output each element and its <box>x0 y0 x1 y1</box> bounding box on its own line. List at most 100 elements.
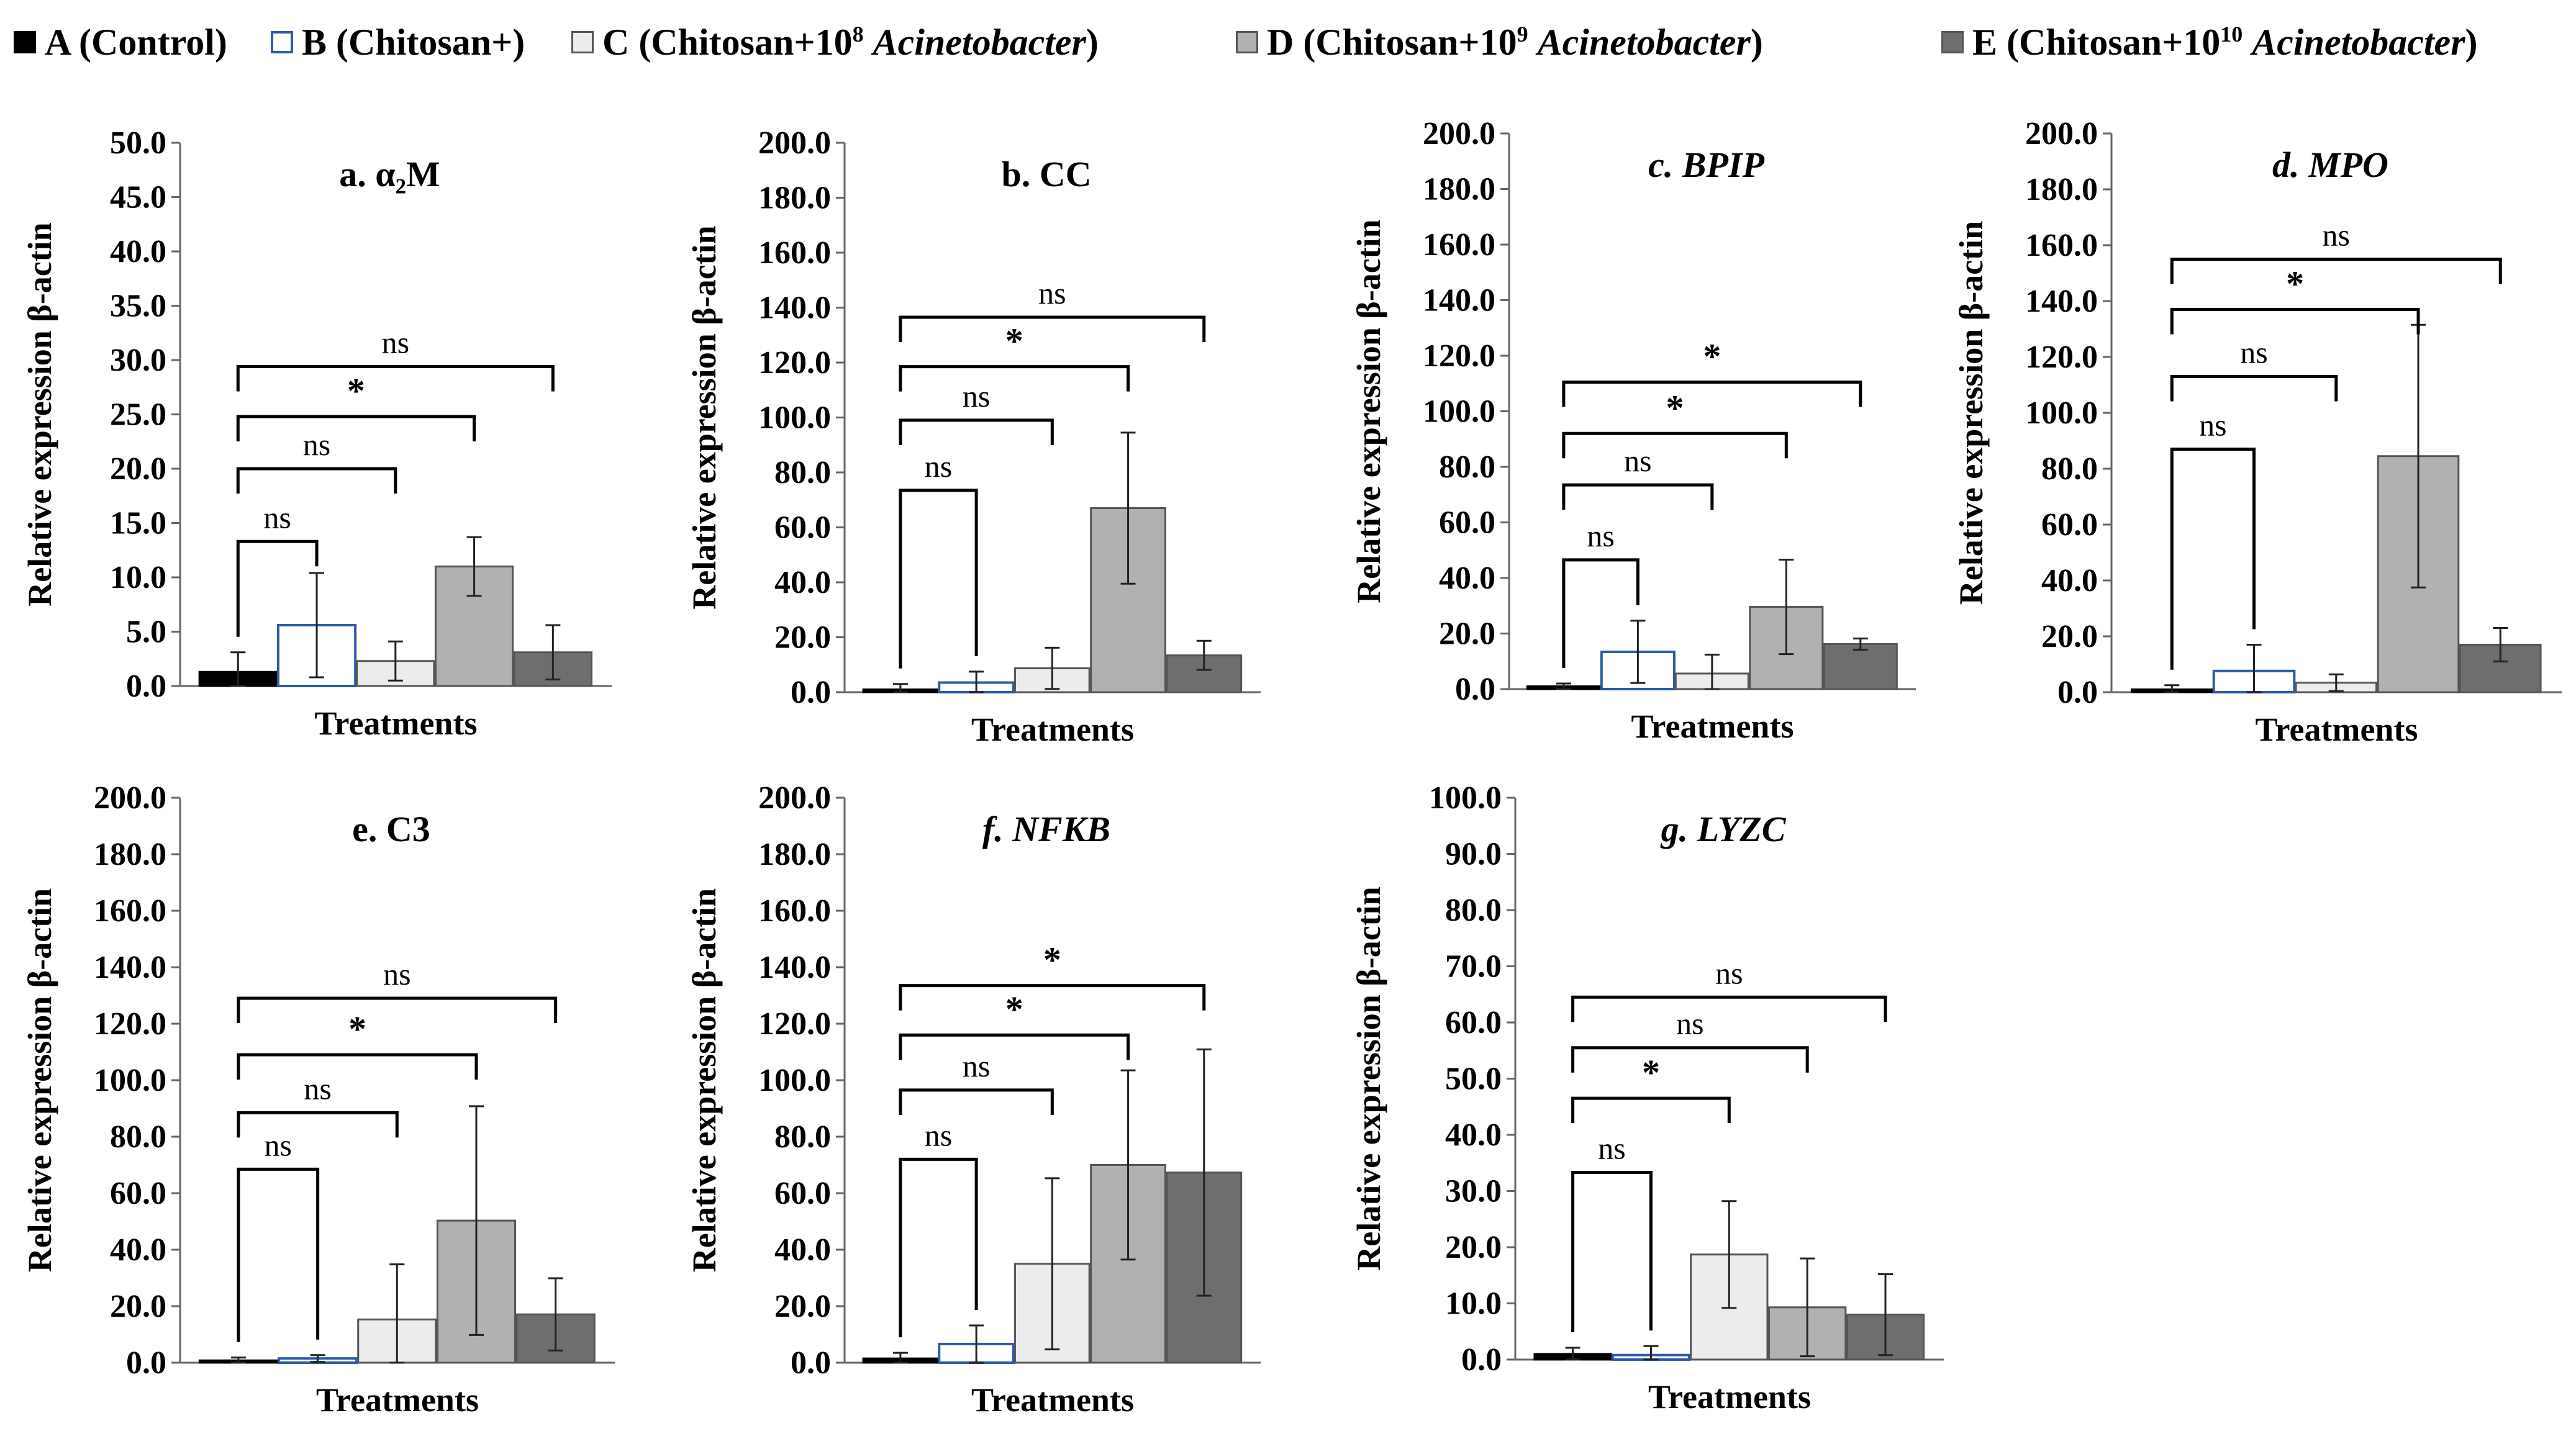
y-tick-label: 0.0 <box>126 669 166 704</box>
significance-label: * <box>1005 321 1023 361</box>
y-axis-label: Relative expression β-actin <box>686 225 723 609</box>
y-tick-label: 20.0 <box>1445 1230 1502 1265</box>
y-tick-label: 30.0 <box>110 343 166 378</box>
significance-label: ns <box>925 449 952 484</box>
y-tick-label: 100.0 <box>94 1063 166 1098</box>
chart-title: c. BPIP <box>1648 145 1764 185</box>
significance-label: * <box>2286 264 2304 304</box>
chart-panel-6: 0.0 20.0 40.0 60.0 80.0 100.0 120.0 140.0 160.0 1… <box>686 780 1261 1419</box>
y-tick-label: 20.0 <box>1439 616 1495 652</box>
y-tick-label: 180.0 <box>94 837 166 872</box>
significance-label: ns <box>2323 218 2350 253</box>
y-tick-label: 140.0 <box>1423 283 1495 318</box>
legend-swatch-e <box>1941 31 1964 53</box>
significance-label: ns <box>383 957 410 991</box>
significance-bracket <box>237 1167 320 1342</box>
significance-label: * <box>1703 336 1721 377</box>
y-tick-label: 30.0 <box>1445 1174 1502 1209</box>
y-tick-label: 100.0 <box>758 400 831 436</box>
y-tick-label: 50.0 <box>110 125 166 161</box>
y-tick-label: 40.0 <box>1445 1117 1502 1153</box>
chart-panel-7: 0.0 10.0 20.0 30.0 40.0 50.0 60.0 70.0 80.0 90.0 1… <box>1350 780 1944 1415</box>
y-tick-label: 180.0 <box>758 181 831 216</box>
significance-bracket <box>2170 448 2256 670</box>
legend-item-a: A (Control) <box>14 16 227 68</box>
significance-bracket <box>236 365 555 392</box>
significance-bracket <box>899 365 1130 392</box>
y-tick-label: 60.0 <box>2041 507 2098 543</box>
y-tick-label: 180.0 <box>758 837 831 872</box>
y-tick-label: 35.0 <box>110 289 166 324</box>
y-tick-label: 0.0 <box>1455 672 1495 707</box>
chart-panel-1: 0.0 5.0 10.0 15.0 20.0 25.0 30.0 35.0 40.0 45.0 50… <box>21 125 612 742</box>
y-tick-label: 20.0 <box>110 1289 166 1324</box>
significance-label: ns <box>963 379 990 413</box>
y-tick-label: 100.0 <box>758 1063 831 1098</box>
significance-label: ns <box>2199 408 2226 443</box>
y-tick-label: 0.0 <box>791 1345 831 1381</box>
y-tick-label: 180.0 <box>2025 172 2098 207</box>
significance-label: ns <box>1715 955 1743 990</box>
y-tick-label: 140.0 <box>94 950 166 985</box>
significance-bracket <box>899 984 1206 1011</box>
chart-title: g. LYZC <box>1660 809 1787 849</box>
y-tick-label: 120.0 <box>94 1006 166 1042</box>
bar-e <box>1823 643 1898 690</box>
chart-panel-5: 0.0 20.0 40.0 60.0 80.0 100.0 120.0 140.0 160.0 1… <box>21 780 615 1419</box>
x-axis-label: Treatments <box>315 705 478 742</box>
y-tick-label: 20.0 <box>110 451 166 487</box>
significance-bracket <box>236 467 397 494</box>
x-axis-label: Treatments <box>971 711 1134 748</box>
x-axis-label: Treatments <box>1631 708 1794 745</box>
y-tick-label: 20.0 <box>774 620 831 656</box>
y-tick-label: 5.0 <box>126 615 166 650</box>
y-tick-label: 80.0 <box>774 455 831 490</box>
y-tick-label: 200.0 <box>758 780 831 816</box>
significance-label: * <box>1666 387 1684 428</box>
y-tick-label: 60.0 <box>774 510 831 546</box>
y-tick-label: 50.0 <box>1445 1062 1502 1097</box>
y-tick-label: 140.0 <box>758 950 831 985</box>
y-tick-label: 40.0 <box>2041 563 2098 598</box>
significance-label: * <box>347 371 365 411</box>
significance-label: ns <box>1624 443 1651 478</box>
significance-label: * <box>1642 1052 1660 1093</box>
chart-title: e. C3 <box>352 809 430 849</box>
y-axis-label: Relative expression β-actin <box>1350 219 1387 603</box>
y-tick-label: 140.0 <box>2025 284 2098 319</box>
x-axis-label: Treatments <box>316 1381 479 1419</box>
significance-label: ns <box>1038 276 1066 310</box>
y-tick-label: 90.0 <box>1445 837 1502 872</box>
y-tick-label: 45.0 <box>110 180 166 215</box>
significance-label: ns <box>2240 335 2267 370</box>
significance-bracket <box>899 1157 978 1338</box>
significance-bracket <box>237 1111 399 1138</box>
legend-label-c: C (Chitosan+108 Acinetobacter) <box>602 21 1099 63</box>
significance-bracket <box>2170 258 2502 284</box>
y-tick-label: 200.0 <box>94 780 166 816</box>
significance-label: ns <box>263 500 291 535</box>
significance-bracket <box>1571 1171 1653 1332</box>
y-tick-label: 20.0 <box>2041 619 2098 654</box>
y-tick-label: 160.0 <box>758 235 831 271</box>
y-axis-label: Relative expression β-actin <box>686 888 723 1272</box>
legend-item-c: C (Chitosan+108 Acinetobacter) <box>571 16 1099 68</box>
y-tick-label: 80.0 <box>1445 893 1502 928</box>
significance-bracket <box>2170 375 2338 402</box>
y-tick-label: 25.0 <box>110 397 166 433</box>
y-tick-label: 40.0 <box>774 1232 831 1268</box>
chart-title: f. NFKB <box>982 809 1110 849</box>
significance-bracket <box>1562 483 1714 510</box>
x-axis-label: Treatments <box>2256 711 2418 748</box>
y-tick-label: 40.0 <box>1439 561 1495 596</box>
legend-item-e: E (Chitosan+1010 Acinetobacter) <box>1941 16 2478 68</box>
significance-label: ns <box>382 325 409 360</box>
significance-bracket <box>899 418 1054 445</box>
legend-label-e: E (Chitosan+1010 Acinetobacter) <box>1972 21 2478 63</box>
legend-swatch-a <box>14 31 36 53</box>
significance-bracket <box>237 996 558 1024</box>
y-tick-label: 70.0 <box>1445 949 1502 985</box>
significance-label: ns <box>963 1049 990 1083</box>
y-tick-label: 160.0 <box>94 893 166 929</box>
y-tick-label: 120.0 <box>758 345 831 381</box>
